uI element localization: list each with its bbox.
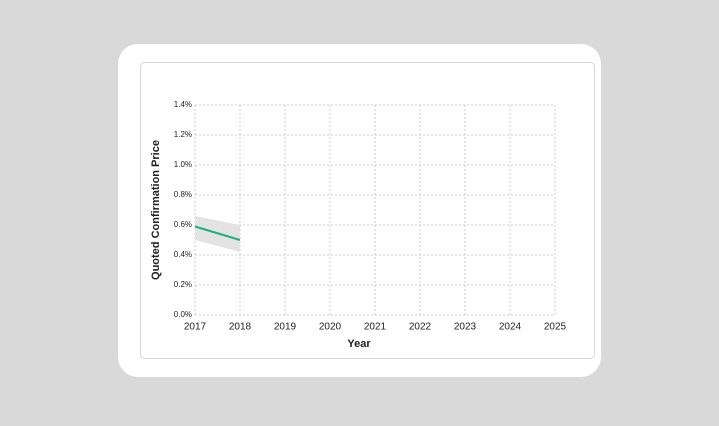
y-tick-label: 1.2% (174, 130, 192, 139)
x-tick-label: 2021 (364, 322, 387, 333)
y-tick-label: 1.0% (174, 160, 192, 169)
y-tick-label: 0.4% (174, 250, 192, 259)
x-tick-label: 2025 (544, 322, 567, 333)
y-axis-title: Quoted Confirmation Price (150, 140, 162, 280)
y-tick-label: 0.6% (174, 220, 192, 229)
x-tick-label: 2018 (229, 322, 252, 333)
y-tick-label: 1.4% (174, 100, 192, 109)
x-tick-label: 2022 (409, 322, 432, 333)
y-tick-label: 0.2% (174, 280, 192, 289)
x-axis-title: Year (347, 338, 371, 350)
x-tick-label: 2017 (184, 322, 207, 333)
y-tick-label: 0.0% (174, 310, 192, 319)
x-tick-label: 2024 (499, 322, 522, 333)
line (194, 225, 241, 241)
y-tick-label: 0.8% (174, 190, 192, 199)
x-tick-label: 2019 (274, 322, 297, 333)
x-tick-label: 2020 (319, 322, 342, 333)
chart-frame (140, 62, 595, 359)
x-tick-label: 2023 (454, 322, 477, 333)
